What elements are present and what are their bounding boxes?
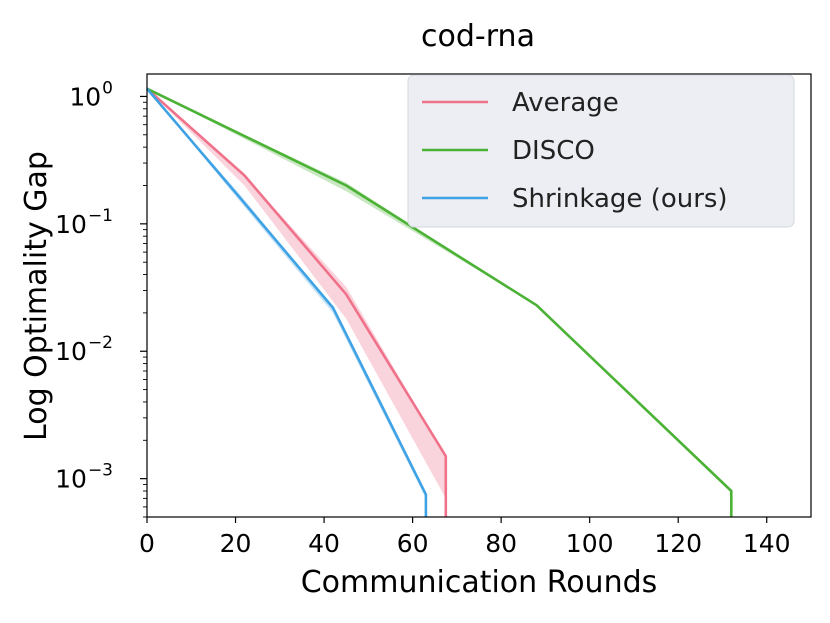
y-axis-label: Log Optimality Gap (19, 151, 54, 441)
legend-label-disco: DISCO (512, 136, 595, 166)
x-tick-label: 60 (397, 529, 429, 558)
legend-label-shrinkage: Shrinkage (ours) (512, 184, 728, 214)
chart-title: cod-rna (421, 19, 535, 54)
legend-label-average: Average (512, 88, 619, 118)
band-shrinkage-ours (147, 88, 426, 499)
y-axis-ticks: 100 10−1 10−2 10−3 (55, 78, 147, 518)
series-line-shrinkage-ours (146, 87, 428, 517)
x-tick-label: 20 (220, 529, 252, 558)
y-tick-label: 10−1 (55, 206, 113, 239)
y-tick-label: 10−2 (55, 333, 113, 366)
y-tick-label: 100 (69, 78, 113, 111)
legend-box (407, 74, 795, 228)
x-axis-ticks: 0 20 40 60 80 100 120 140 (139, 517, 791, 558)
legend: Average DISCO Shrinkage (ours) (407, 74, 795, 228)
x-tick-label: 140 (743, 529, 791, 558)
series-line-disco (146, 87, 733, 517)
y-tick-label: 10−3 (55, 461, 113, 494)
series-line-average (146, 87, 448, 517)
x-axis-label: Communication Rounds (301, 565, 658, 600)
x-tick-label: 40 (308, 529, 340, 558)
x-tick-label: 100 (566, 529, 614, 558)
x-tick-label: 0 (139, 529, 155, 558)
x-tick-label: 120 (654, 529, 702, 558)
band-average (147, 88, 446, 499)
series-lines (146, 87, 733, 517)
x-tick-label: 80 (485, 529, 517, 558)
plot-frame (146, 73, 812, 518)
